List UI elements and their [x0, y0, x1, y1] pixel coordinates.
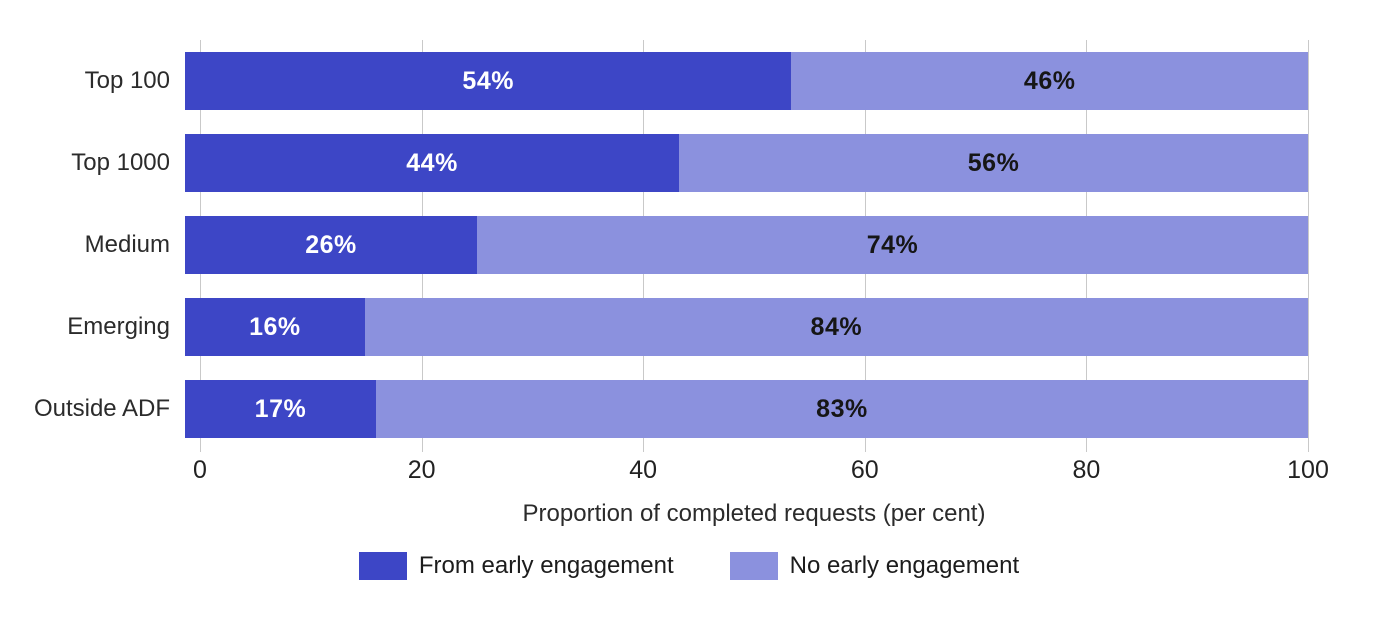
x-axis-tick-label: 100 [1287, 456, 1329, 484]
bar-row: Emerging 16% 84% [0, 298, 1308, 356]
bar-track: 54% 46% [185, 52, 1308, 110]
bar-track: 16% 84% [185, 298, 1308, 356]
segment-value-label: 44% [406, 148, 458, 177]
bar-segment-no-early-engagement: 46% [791, 52, 1308, 110]
legend-label: No early engagement [789, 552, 1020, 579]
segment-value-label: 46% [1023, 66, 1076, 95]
bar-row: Top 100 54% 46% [0, 52, 1308, 110]
legend: From early engagement No early engagement [0, 552, 1378, 580]
x-axis-tick-label: 60 [850, 456, 879, 484]
category-label: Medium [84, 231, 170, 258]
bar-row: Outside ADF 17% 83% [0, 380, 1308, 438]
bar-segment-early-engagement: 26% [185, 216, 477, 274]
segment-value-label: 84% [810, 312, 863, 341]
segment-value-label: 83% [816, 394, 868, 423]
category-label: Emerging [67, 313, 170, 340]
bar-segment-early-engagement: 17% [185, 380, 376, 438]
bar-segment-no-early-engagement: 74% [476, 216, 1308, 274]
segment-value-label: 17% [254, 394, 307, 423]
x-axis-ticks: 0 20 40 60 80 100 [193, 456, 1329, 486]
bar-track: 44% 56% [185, 134, 1308, 192]
legend-label: From early engagement [418, 552, 674, 579]
segment-value-label: 26% [305, 230, 357, 259]
bar-segment-early-engagement: 54% [185, 52, 792, 110]
segment-value-label: 74% [866, 230, 919, 259]
legend-item: From early engagement [358, 552, 674, 580]
bar-segment-no-early-engagement: 56% [679, 134, 1308, 192]
segment-value-label: 56% [967, 148, 1020, 177]
segment-value-label: 16% [249, 312, 301, 341]
bar-rows: Top 100 54% 46% Top 1000 44% 56% Medium 26% 74% E… [0, 40, 1308, 450]
legend-swatch-early-engagement [358, 552, 407, 580]
bar-row: Medium 26% 74% [0, 216, 1308, 274]
x-axis-tick-label: 0 [193, 456, 207, 484]
bar-segment-no-early-engagement: 83% [375, 380, 1308, 438]
bar-row: Top 1000 44% 56% [0, 134, 1308, 192]
gridline [1308, 40, 1309, 452]
category-label: Top 100 [84, 67, 170, 94]
legend-swatch-no-early-engagement [729, 552, 778, 580]
bar-segment-no-early-engagement: 84% [364, 298, 1308, 356]
x-axis-tick-label: 40 [629, 456, 658, 484]
x-axis-title: Proportion of completed requests (per ce… [522, 500, 986, 527]
x-axis-tick-label: 80 [1072, 456, 1101, 484]
category-label: Top 1000 [71, 149, 170, 176]
legend-item: No early engagement [729, 552, 1020, 580]
x-axis-tick-label: 20 [407, 456, 436, 484]
segment-value-label: 54% [462, 66, 514, 95]
bar-segment-early-engagement: 44% [185, 134, 680, 192]
category-label: Outside ADF [33, 395, 170, 422]
bar-track: 26% 74% [185, 216, 1308, 274]
bar-segment-early-engagement: 16% [185, 298, 365, 356]
bar-track: 17% 83% [185, 380, 1308, 438]
